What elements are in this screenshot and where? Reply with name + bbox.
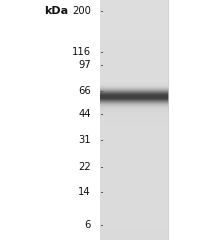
Text: 6: 6 — [84, 220, 91, 230]
Text: 22: 22 — [78, 162, 91, 172]
Text: 116: 116 — [71, 47, 91, 57]
Text: 97: 97 — [78, 60, 91, 70]
Text: 31: 31 — [78, 135, 91, 145]
Text: 44: 44 — [78, 109, 91, 119]
Text: 200: 200 — [72, 6, 91, 16]
Text: 14: 14 — [78, 187, 91, 197]
Text: kDa: kDa — [44, 6, 68, 16]
Text: 66: 66 — [78, 86, 91, 96]
